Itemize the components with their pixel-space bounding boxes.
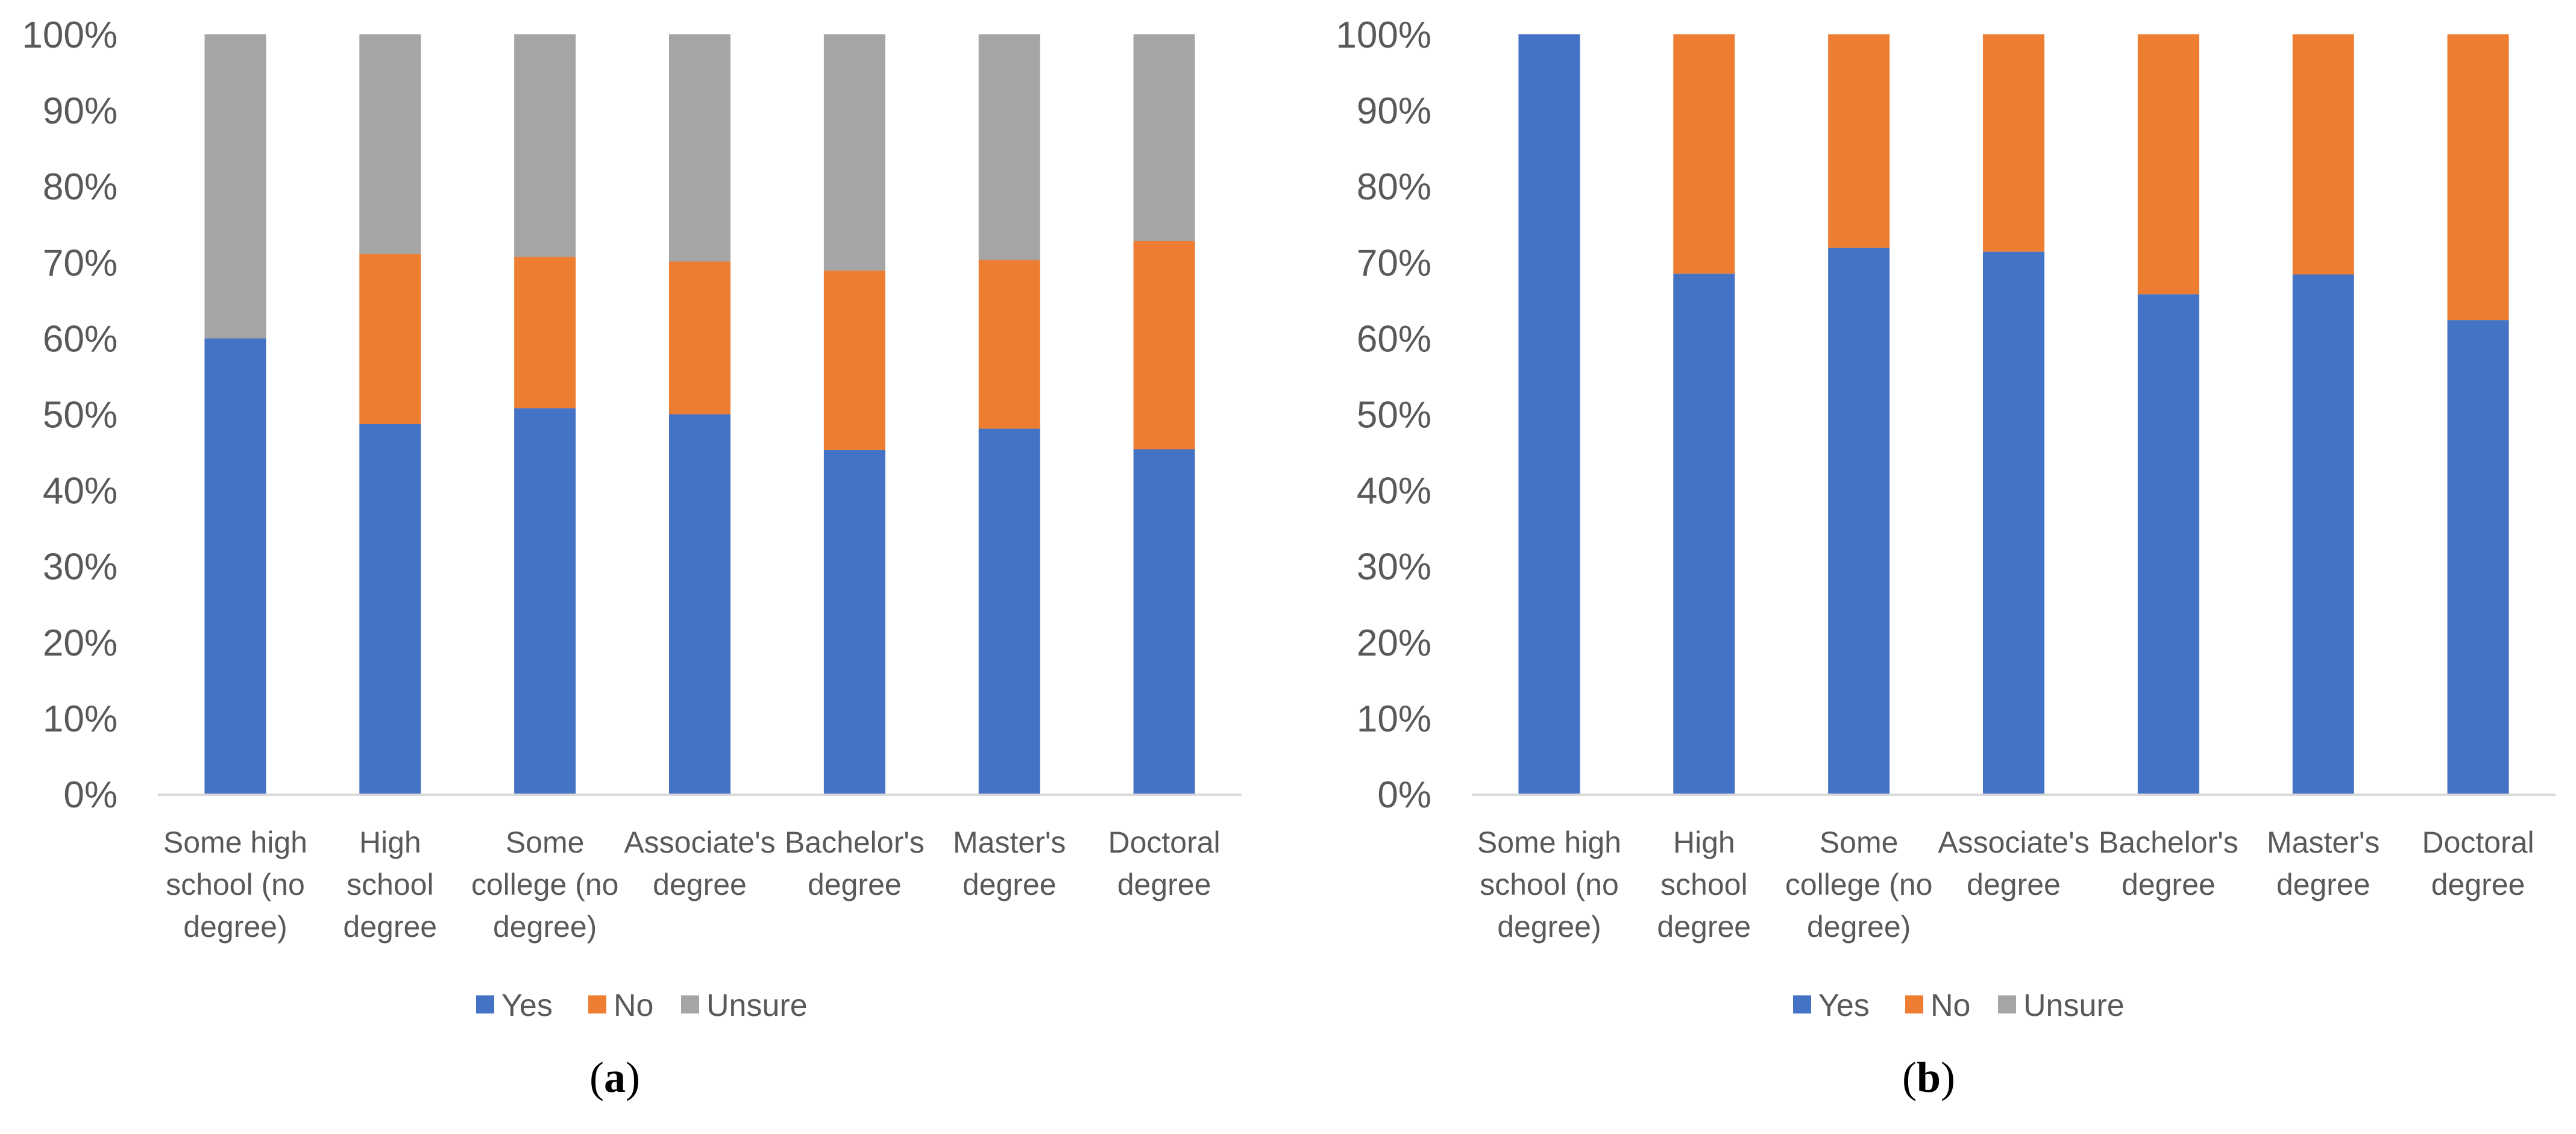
x-category-label: Bachelor's degree — [785, 825, 925, 901]
x-category-label: Associate's degree — [1938, 825, 2089, 901]
y-tick-label: 60% — [43, 318, 118, 360]
panel-caption: (b) — [1902, 1053, 1955, 1101]
legend-swatch-unsure — [1998, 995, 2016, 1013]
y-tick-label: 70% — [1357, 242, 1431, 284]
bar-yes-1 — [204, 338, 266, 794]
legend-label-unsure: Unsure — [2023, 988, 2125, 1023]
bar-unsure-5 — [823, 34, 885, 271]
bar-unsure-1 — [204, 34, 266, 339]
y-tick-label: 70% — [43, 242, 118, 284]
bar-no-2 — [1673, 34, 1735, 274]
bar-yes-1 — [1518, 34, 1580, 794]
chart-panel-a: 0% 10% 20% 30% 40% 50% 60% 70% 80% 90% 100% Some hi… — [22, 14, 1242, 1101]
legend-swatch-no — [1905, 995, 1923, 1013]
legend-label-no: No — [614, 988, 653, 1023]
y-tick-label: 20% — [1357, 622, 1431, 664]
bar-no-3 — [514, 257, 576, 409]
bar-yes-3 — [1828, 248, 1890, 794]
legend-swatch-no — [588, 995, 606, 1013]
x-category-label: High school degree — [1657, 825, 1751, 944]
legend-label-yes: Yes — [1818, 988, 1870, 1023]
bar-no-6 — [978, 260, 1040, 429]
legend-label-no: No — [1930, 988, 1970, 1023]
chart-panel-b: 0% 10% 20% 30% 40% 50% 60% 70% 80% 90% 100% Some hi… — [1336, 14, 2556, 1101]
y-tick-label: 50% — [1357, 395, 1431, 436]
x-category-label: Some college (no degree) — [471, 825, 619, 944]
bar-yes-5 — [2137, 294, 2199, 795]
bar-yes-3 — [514, 408, 576, 794]
y-tick-label: 20% — [43, 622, 118, 664]
y-tick-label: 10% — [1357, 698, 1431, 740]
y-tick-label: 0% — [63, 774, 118, 816]
bar-no-2 — [359, 254, 421, 424]
y-tick-label: 0% — [1377, 774, 1431, 816]
bar-no-6 — [2292, 34, 2354, 275]
legend-swatch-yes — [476, 995, 494, 1013]
bar-yes-2 — [359, 424, 421, 794]
bar-unsure-7 — [1133, 34, 1195, 241]
y-tick-label: 30% — [43, 547, 118, 588]
bar-yes-2 — [1673, 274, 1735, 795]
y-tick-label: 90% — [43, 90, 118, 132]
bar-yes-6 — [978, 428, 1040, 794]
y-tick-label: 80% — [1357, 166, 1431, 208]
legend-label-yes: Yes — [501, 988, 553, 1023]
x-category-label: Some high school (no degree) — [163, 825, 307, 944]
y-tick-label: 30% — [1357, 547, 1431, 588]
y-tick-label: 100% — [22, 14, 118, 56]
bar-no-7 — [1133, 240, 1195, 450]
legend-label-unsure: Unsure — [706, 988, 808, 1023]
y-tick-label: 10% — [43, 698, 118, 740]
x-category-label: Doctoral degree — [1108, 825, 1220, 901]
bar-unsure-2 — [359, 34, 421, 254]
x-category-label: Bachelor's degree — [2099, 825, 2238, 901]
bar-yes-5 — [823, 450, 885, 794]
x-category-label: Some college (no degree) — [1785, 825, 1933, 944]
y-tick-label: 100% — [1336, 14, 1431, 56]
bar-yes-6 — [2292, 274, 2354, 794]
panel-caption: (a) — [589, 1053, 640, 1101]
bar-unsure-6 — [978, 34, 1040, 260]
bar-unsure-3 — [514, 34, 576, 257]
x-category-label: Master's degree — [2267, 825, 2380, 901]
bar-unsure-4 — [669, 34, 730, 262]
bar-no-7 — [2447, 34, 2509, 321]
bar-no-5 — [823, 271, 885, 450]
bar-yes-7 — [2447, 320, 2509, 794]
bar-no-3 — [1828, 34, 1890, 248]
y-tick-label: 90% — [1357, 90, 1431, 132]
bar-yes-4 — [669, 414, 730, 794]
legend-swatch-yes — [1793, 995, 1811, 1013]
y-tick-label: 50% — [43, 395, 118, 436]
x-category-label: Some high school (no degree) — [1477, 825, 1621, 944]
legend-swatch-unsure — [681, 995, 699, 1013]
y-tick-label: 80% — [43, 166, 118, 208]
y-tick-label: 40% — [43, 471, 118, 512]
bar-yes-4 — [1983, 251, 2044, 794]
bar-no-4 — [1983, 34, 2044, 252]
x-category-label: Master's degree — [953, 825, 1066, 901]
y-tick-label: 60% — [1357, 318, 1431, 360]
bar-yes-7 — [1133, 449, 1195, 794]
bar-no-4 — [669, 262, 730, 415]
bar-no-5 — [2137, 34, 2199, 295]
y-tick-label: 40% — [1357, 471, 1431, 512]
x-category-label: High school degree — [343, 825, 437, 944]
x-category-label: Associate's degree — [624, 825, 775, 901]
x-category-label: Doctoral degree — [2422, 825, 2534, 901]
